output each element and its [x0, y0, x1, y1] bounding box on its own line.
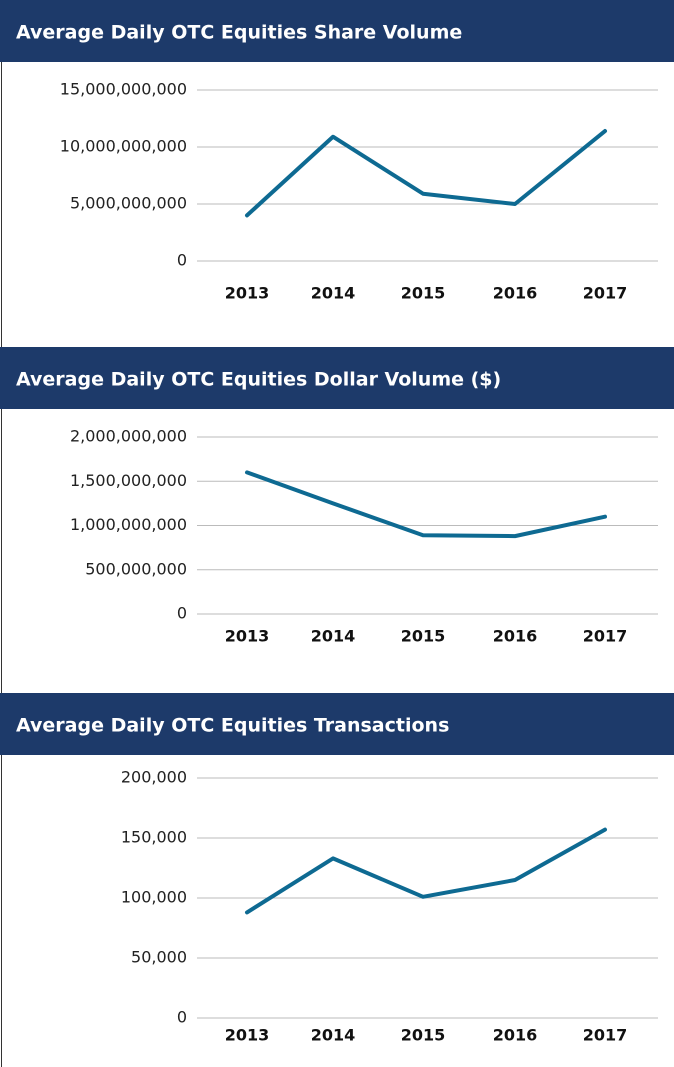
x-tick-label: 2014 [311, 284, 356, 303]
x-tick-label: 2017 [583, 627, 628, 646]
x-tick-label: 2017 [583, 284, 628, 303]
y-tick-label: 0 [177, 1008, 187, 1027]
x-tick-label: 2016 [493, 1026, 538, 1045]
chart-title: Average Daily OTC Equities Dollar Volume… [16, 369, 501, 391]
y-tick-label: 0 [177, 604, 187, 623]
data-line [245, 827, 607, 915]
x-tick-label: 2017 [583, 1026, 628, 1045]
y-tick-label: 2,000,000,000 [70, 427, 187, 446]
y-tick-label: 0 [177, 251, 187, 270]
x-tick-label: 2013 [225, 1026, 270, 1045]
x-tick-label: 2013 [225, 627, 270, 646]
x-tick-label: 2015 [401, 284, 446, 303]
title-bar [0, 693, 674, 755]
chart-title: Average Daily OTC Equities Share Volume [16, 22, 462, 44]
y-tick-label: 200,000 [121, 768, 187, 787]
title-bar [0, 0, 674, 62]
chart-title: Average Daily OTC Equities Transactions [16, 715, 449, 737]
x-tick-label: 2014 [311, 627, 356, 646]
y-tick-label: 15,000,000,000 [60, 80, 187, 99]
x-tick-label: 2015 [401, 627, 446, 646]
x-tick-label: 2016 [493, 627, 538, 646]
y-tick-label: 1,500,000,000 [70, 471, 187, 490]
title-bar [0, 347, 674, 409]
y-tick-label: 10,000,000,000 [60, 137, 187, 156]
y-tick-label: 150,000 [121, 828, 187, 847]
y-tick-label: 500,000,000 [85, 559, 187, 578]
data-line [245, 470, 607, 539]
x-tick-label: 2013 [225, 284, 270, 303]
y-tick-label: 1,000,000,000 [70, 515, 187, 534]
x-tick-label: 2014 [311, 1026, 356, 1045]
y-tick-label: 50,000 [131, 948, 187, 967]
data-line [245, 129, 607, 218]
y-tick-label: 5,000,000,000 [70, 194, 187, 213]
x-tick-label: 2016 [493, 284, 538, 303]
y-tick-label: 100,000 [121, 888, 187, 907]
x-tick-label: 2015 [401, 1026, 446, 1045]
